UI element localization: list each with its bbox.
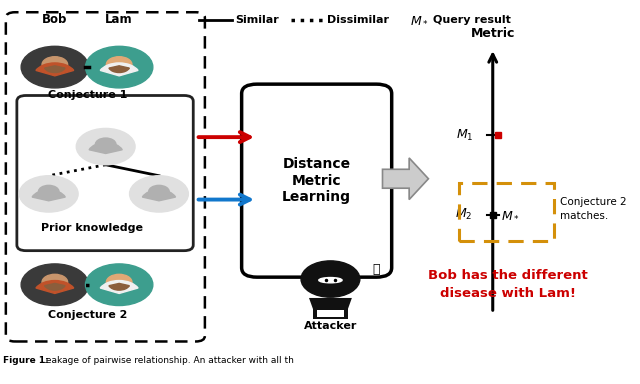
Circle shape <box>19 176 78 212</box>
Circle shape <box>95 138 116 151</box>
Circle shape <box>21 46 88 88</box>
Circle shape <box>86 264 153 306</box>
Wedge shape <box>109 66 129 73</box>
FancyBboxPatch shape <box>242 84 392 277</box>
Circle shape <box>76 128 135 165</box>
Wedge shape <box>109 283 129 290</box>
Wedge shape <box>45 66 65 73</box>
Wedge shape <box>100 281 138 293</box>
Text: Conjecture 2
matches.: Conjecture 2 matches. <box>560 197 627 220</box>
Circle shape <box>148 185 169 198</box>
Circle shape <box>42 274 68 290</box>
Text: $M_*$: $M_*$ <box>410 13 429 26</box>
Circle shape <box>21 264 88 306</box>
Text: Conjecture 2: Conjecture 2 <box>47 310 127 320</box>
Text: Bob: Bob <box>42 13 68 26</box>
Text: Figure 1:: Figure 1: <box>3 356 52 365</box>
Text: Attacker: Attacker <box>304 321 357 331</box>
Text: Bob has the different
disease with Lam!: Bob has the different disease with Lam! <box>428 269 588 300</box>
Text: Query result: Query result <box>433 15 511 25</box>
Circle shape <box>301 261 360 297</box>
Text: $M_2$: $M_2$ <box>454 207 472 222</box>
Text: Leakage of pairwise relationship. An attacker with all th: Leakage of pairwise relationship. An att… <box>41 356 294 365</box>
Text: $M_*$: $M_*$ <box>500 208 519 221</box>
Text: Metric: Metric <box>470 26 515 40</box>
Text: Conjecture 1: Conjecture 1 <box>47 91 127 101</box>
Text: Dissimilar: Dissimilar <box>328 15 389 25</box>
Text: $M_1$: $M_1$ <box>456 128 474 143</box>
Circle shape <box>42 57 68 73</box>
Bar <box>459 182 554 241</box>
Wedge shape <box>142 190 175 201</box>
Wedge shape <box>45 283 65 290</box>
Wedge shape <box>36 281 74 293</box>
Text: Distance
Metric
Learning: Distance Metric Learning <box>282 157 351 204</box>
Text: Similar: Similar <box>236 15 279 25</box>
Wedge shape <box>100 63 138 76</box>
Wedge shape <box>36 63 74 76</box>
Circle shape <box>129 176 188 212</box>
FancyBboxPatch shape <box>314 308 348 319</box>
Ellipse shape <box>319 278 342 283</box>
Wedge shape <box>32 190 65 201</box>
Circle shape <box>86 46 153 88</box>
Circle shape <box>106 57 132 73</box>
Polygon shape <box>309 298 352 315</box>
Polygon shape <box>383 158 428 200</box>
Text: Prior knowledge: Prior knowledge <box>40 223 143 233</box>
Wedge shape <box>89 142 122 154</box>
Circle shape <box>38 185 59 198</box>
Text: 💡: 💡 <box>372 263 380 276</box>
FancyBboxPatch shape <box>317 310 344 317</box>
Circle shape <box>106 274 132 290</box>
Text: Lam: Lam <box>106 13 133 26</box>
